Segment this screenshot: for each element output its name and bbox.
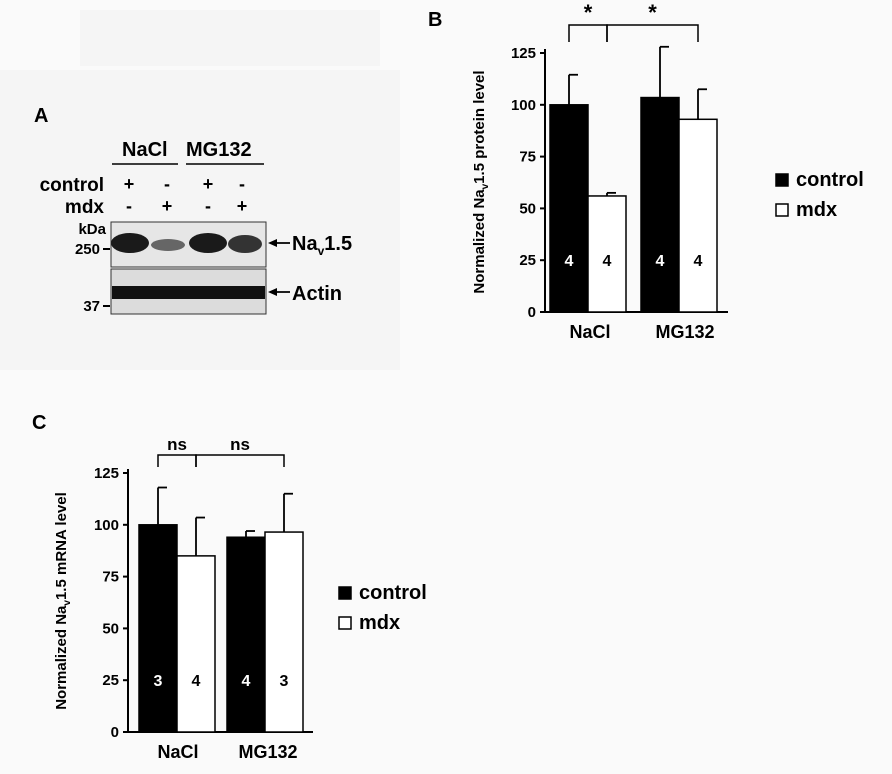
sign-mdx-3: -: [205, 196, 211, 216]
legend-label: control: [796, 169, 864, 191]
panel-a-label: A: [34, 105, 48, 127]
significance-label: *: [584, 0, 593, 25]
blot-row-control: control: [40, 175, 104, 196]
legend-label: mdx: [796, 199, 837, 221]
significance-label: *: [648, 0, 657, 25]
y-tick-label: 125: [511, 45, 536, 62]
marker-250: 250: [75, 241, 100, 258]
n-label: 4: [603, 253, 612, 270]
n-label: 3: [154, 673, 163, 690]
panel-a: A NaCl MG132 control mdx + - + - - + - +…: [34, 105, 352, 315]
legend-swatch-mdx: [775, 203, 789, 217]
sign-control-4: -: [239, 174, 245, 194]
bar-mdx: [264, 531, 304, 733]
bar-control: [138, 524, 178, 733]
significance-label: ns: [167, 435, 187, 454]
panel-b-label: B: [428, 9, 442, 31]
arrow-nav15-head: [268, 239, 277, 247]
n-label: 3: [280, 673, 289, 690]
marker-37: 37: [83, 298, 100, 315]
blot-header-mg132: MG132: [186, 139, 252, 161]
significance-bracket: [606, 24, 699, 42]
label-actin: Actin: [292, 283, 342, 305]
x-tick-label: NaCl: [157, 742, 198, 762]
n-label: 4: [656, 253, 665, 270]
sign-control-3: +: [203, 174, 214, 194]
kda-label: kDa: [78, 221, 106, 238]
blot-header-nacl: NaCl: [122, 139, 168, 161]
legend-swatch-control: [775, 173, 789, 187]
blot-row-mdx: mdx: [65, 197, 105, 218]
blot-signs: + - + - - + - +: [124, 174, 248, 216]
y-tick-label: 50: [519, 200, 536, 217]
significance-bracket: [157, 454, 197, 467]
legend-swatch-mdx: [338, 616, 352, 630]
bar-mdx: [587, 195, 627, 313]
panel-c-ylabel: Normalized Nav1.5 mRNA level: [53, 492, 73, 710]
y-tick-label: 0: [528, 304, 536, 321]
legend-label: mdx: [359, 612, 400, 634]
n-label: 4: [565, 253, 574, 270]
legend-swatch-control: [338, 586, 352, 600]
x-tick-label: MG132: [655, 322, 714, 342]
y-tick-label: 0: [111, 724, 119, 741]
band-nav15-lane3: [189, 233, 227, 253]
n-label: 4: [192, 673, 201, 690]
arrow-actin-head: [268, 288, 277, 296]
band-nav15-lane1: [111, 233, 149, 253]
x-tick-label: NaCl: [569, 322, 610, 342]
y-tick-label: 125: [94, 465, 119, 482]
sign-control-1: +: [124, 174, 135, 194]
bar-control: [549, 104, 589, 313]
y-tick-label: 25: [102, 672, 119, 689]
y-tick-label: 25: [519, 252, 536, 269]
panel-c-chart: C Normalized Nav1.5 mRNA level 0 25 50 75 10…: [32, 412, 427, 762]
panel-b-ylabel: Normalized Nav1.5 protein level: [471, 70, 491, 293]
x-tick-label: MG132: [238, 742, 297, 762]
y-tick-label: 100: [94, 517, 119, 534]
y-tick-label: 50: [102, 620, 119, 637]
bar-control: [226, 536, 266, 733]
label-nav15: Nav1.5: [292, 233, 352, 258]
legend-label: control: [359, 582, 427, 604]
sign-control-2: -: [164, 174, 170, 194]
n-label: 4: [694, 253, 703, 270]
sign-mdx-1: -: [126, 196, 132, 216]
bar-mdx: [678, 118, 718, 313]
sign-mdx-4: +: [237, 196, 248, 216]
sign-mdx-2: +: [162, 196, 173, 216]
panel-c-label: C: [32, 412, 46, 434]
bar-mdx: [176, 555, 216, 733]
n-label: 4: [242, 673, 251, 690]
y-tick-label: 75: [519, 149, 536, 166]
band-nav15-lane4: [228, 235, 262, 253]
band-nav15-lane2: [151, 239, 185, 251]
bar-control: [640, 96, 680, 313]
y-tick-label: 75: [102, 569, 119, 586]
significance-bracket: [195, 454, 285, 467]
y-tick-label: 100: [511, 97, 536, 114]
significance-bracket: [568, 24, 608, 42]
band-actin: [112, 286, 265, 299]
significance-label: ns: [230, 435, 250, 454]
panel-b-chart: B Normalized Nav1.5 protein level 0 25 50 7…: [428, 0, 864, 342]
